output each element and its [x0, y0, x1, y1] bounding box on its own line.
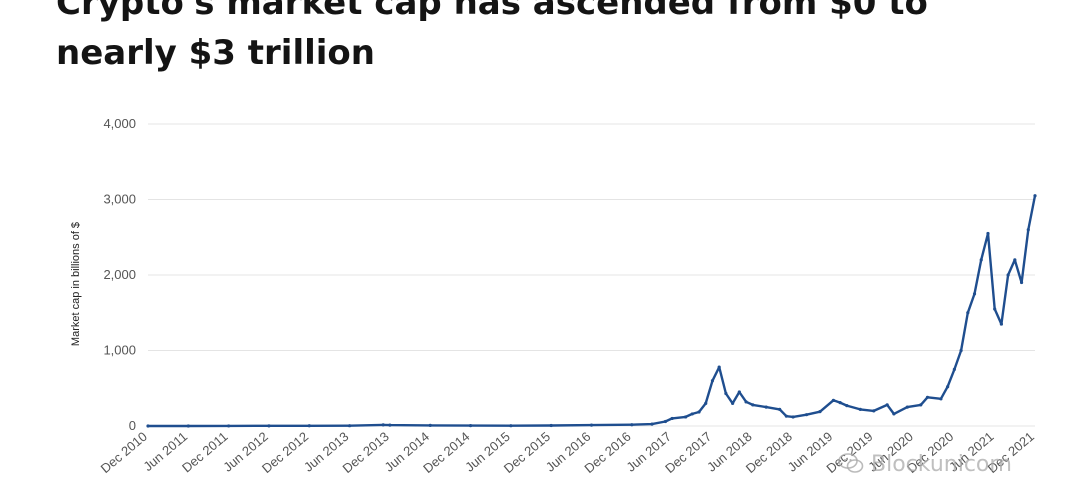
data-point: [704, 401, 708, 405]
data-point: [919, 403, 923, 407]
data-point: [670, 416, 674, 421]
data-point: [979, 258, 983, 262]
data-point: [946, 385, 950, 389]
data-point: [227, 424, 231, 428]
y-tick-label: 1,000: [103, 343, 136, 358]
y-tick-label: 3,000: [103, 192, 136, 207]
data-point: [1019, 280, 1024, 285]
data-point: [939, 397, 943, 401]
data-point: [690, 412, 694, 416]
data-point: [1026, 228, 1030, 232]
data-point: [1033, 194, 1037, 198]
data-point: [872, 409, 876, 413]
data-point: [993, 307, 997, 311]
y-axis-ticks: 0 1,000 2,000 3,000 4,000: [103, 116, 136, 433]
y-tick-label: 0: [129, 418, 136, 433]
data-point: [381, 423, 385, 427]
data-point: [589, 423, 594, 427]
data-point: [724, 391, 728, 396]
data-point: [697, 410, 701, 414]
data-point: [838, 400, 842, 405]
watermark-text: Blockunicorn: [871, 452, 1012, 477]
data-point: [267, 424, 271, 428]
y-tick-label: 2,000: [103, 267, 136, 282]
data-point: [778, 407, 782, 411]
data-point: [186, 424, 190, 428]
data-point: [630, 423, 634, 427]
wechat-icon: [838, 453, 864, 473]
data-point: [663, 419, 668, 424]
x-tick-label: Dec 2010: [98, 429, 150, 476]
data-point: [650, 422, 654, 426]
data-point: [818, 410, 822, 414]
data-point: [509, 424, 513, 428]
data-point: [549, 423, 553, 428]
data-point: [845, 404, 849, 408]
data-point: [717, 365, 721, 369]
data-point: [1013, 258, 1017, 262]
data-point: [146, 424, 150, 428]
chart-title: Crypto's market cap has ascended from $0…: [56, 0, 928, 73]
data-point: [307, 424, 311, 428]
data-point: [959, 348, 963, 353]
data-point: [744, 400, 748, 404]
data-point: [885, 403, 889, 407]
data-point: [892, 412, 896, 416]
data-point: [731, 401, 735, 405]
data-point: [1006, 273, 1010, 277]
data-point: [905, 405, 909, 409]
data-point: [347, 424, 352, 428]
watermark: Blockunicorn: [838, 452, 1012, 477]
data-point: [751, 403, 755, 407]
data-point: [784, 414, 788, 418]
data-point: [764, 405, 768, 409]
data-point: [710, 379, 715, 383]
data-point: [999, 322, 1004, 326]
data-point: [804, 413, 809, 417]
grid-layer: [148, 123, 1035, 427]
data-point: [737, 390, 741, 394]
data-point: [858, 407, 862, 411]
x-tick-label: Dec 2011: [179, 429, 231, 476]
data-point: [683, 415, 688, 419]
y-axis-title: Market cap in billions of $: [70, 222, 82, 346]
data-point: [428, 423, 432, 427]
data-point: [966, 311, 970, 315]
y-tick-label: 4,000: [103, 116, 136, 131]
data-point: [831, 398, 836, 402]
data-point: [791, 415, 795, 419]
series-layer: [146, 194, 1037, 428]
data-point: [388, 423, 392, 427]
data-point: [468, 424, 473, 428]
data-point: [972, 292, 977, 296]
data-point: [925, 395, 930, 399]
data-point: [952, 367, 956, 371]
data-point: [986, 231, 990, 236]
market-cap-series-line: [148, 195, 1037, 428]
